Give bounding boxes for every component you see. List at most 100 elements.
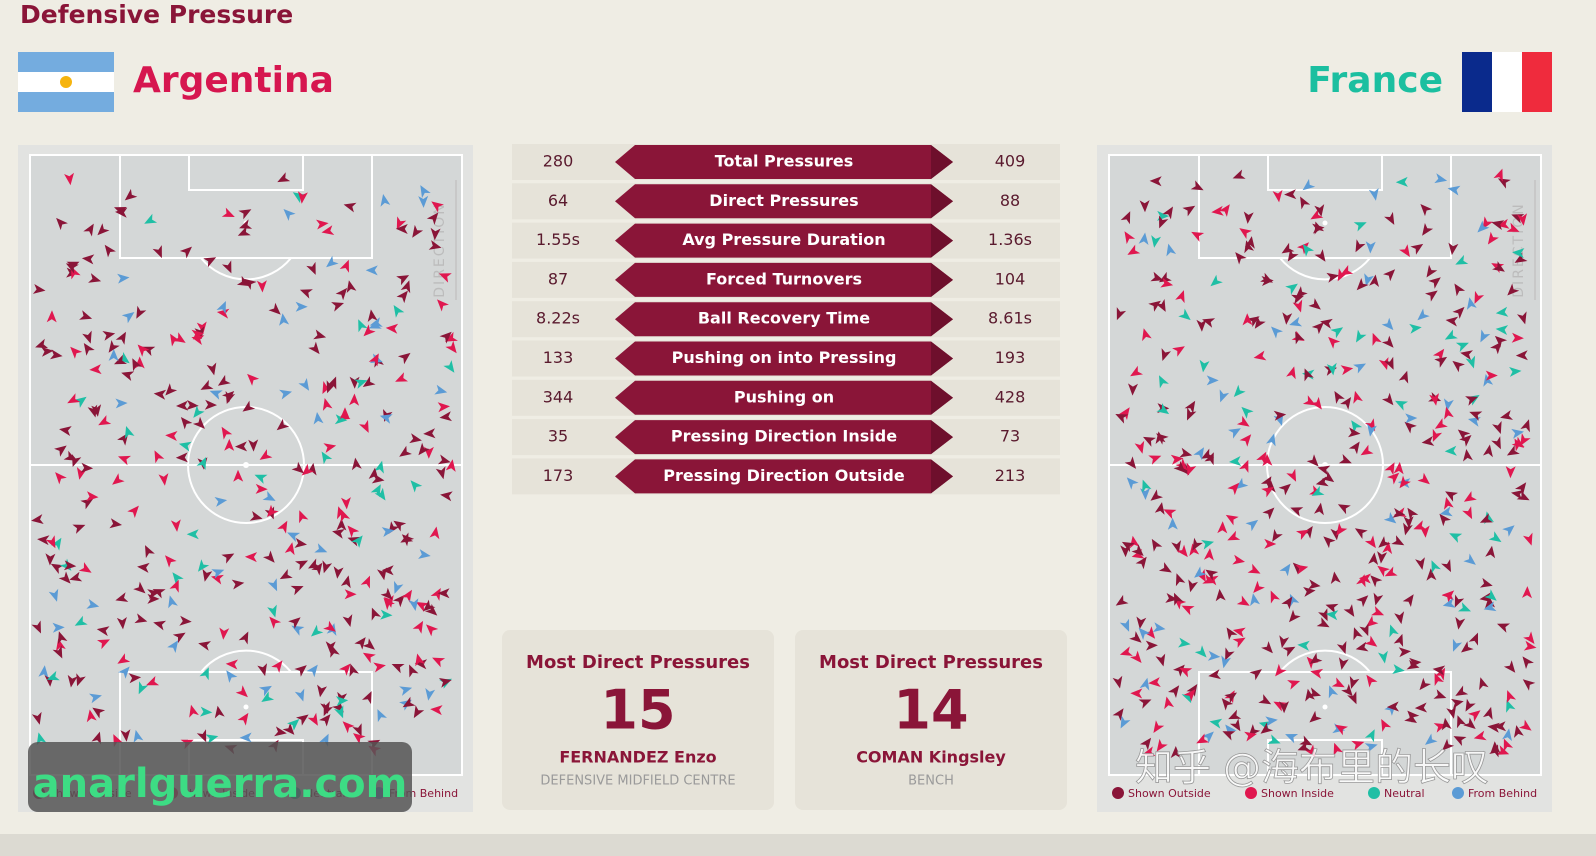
pressure-arrow	[1129, 535, 1140, 549]
pressure-arrow	[402, 696, 416, 708]
pressure-arrow	[98, 415, 112, 426]
pressure-arrow	[1428, 277, 1441, 289]
pressure-arrow	[1279, 635, 1290, 649]
pressure-arrow	[1136, 616, 1147, 629]
pressure-arrow	[1494, 335, 1508, 348]
pressure-arrow	[377, 709, 387, 723]
pressure-arrow	[1225, 647, 1235, 661]
pressure-arrow	[233, 469, 244, 482]
pressure-arrow	[326, 255, 339, 268]
pressure-arrow	[323, 620, 336, 632]
pressure-arrow	[186, 400, 199, 410]
pressure-arrow	[1426, 264, 1438, 278]
pressure-arrow	[1138, 699, 1152, 709]
pressure-arrow	[1378, 536, 1391, 548]
pressure-arrow	[1392, 507, 1406, 518]
stat-right: 104	[995, 269, 1026, 288]
pressure-arrow	[1340, 365, 1354, 376]
pressure-arrow	[1138, 232, 1149, 245]
pressure-arrow	[1310, 396, 1322, 410]
pressure-arrow	[271, 660, 283, 673]
pressure-arrow	[50, 537, 62, 551]
pressure-arrow	[237, 712, 249, 726]
pressure-arrow	[1433, 689, 1447, 699]
pressure-arrow	[1414, 702, 1428, 713]
pressure-arrow	[331, 302, 344, 312]
pressure-arrow	[1118, 407, 1130, 420]
pressure-arrow	[287, 719, 300, 731]
pressure-arrow	[1152, 622, 1166, 633]
pressure-arrow	[154, 450, 165, 464]
goal-area	[1267, 154, 1383, 191]
pressure-arrow	[1310, 209, 1324, 220]
spot	[1322, 704, 1328, 710]
pressure-arrow	[48, 588, 59, 602]
pressure-arrow	[1353, 222, 1367, 232]
pressure-arrow	[259, 685, 272, 697]
pressure-arrow	[1381, 317, 1394, 331]
pressure-arrow	[1308, 579, 1321, 590]
pressure-arrow	[1314, 204, 1325, 217]
pressure-arrow	[1299, 735, 1313, 746]
pressure-arrow	[133, 581, 146, 594]
pressure-arrow	[96, 626, 110, 637]
pressure-arrow	[132, 358, 143, 372]
pressure-arrow	[1235, 477, 1249, 490]
goal-area	[188, 154, 304, 191]
pressure-arrow	[1520, 433, 1531, 446]
pressure-arrow	[1155, 299, 1166, 312]
pressure-arrow	[277, 520, 288, 534]
pressure-arrow	[1463, 491, 1477, 502]
pressure-arrow	[255, 483, 268, 494]
pressure-arrow	[1442, 598, 1456, 608]
pressure-arrow	[169, 579, 179, 593]
pressure-arrow	[1452, 306, 1465, 319]
pressure-arrow	[191, 329, 204, 340]
pressure-arrow	[1227, 530, 1241, 541]
pressure-arrow	[1434, 356, 1448, 368]
pressure-arrow	[322, 560, 333, 574]
pressure-arrow	[1477, 220, 1490, 233]
pressure-arrow	[1158, 562, 1172, 573]
pressure-arrow	[1378, 650, 1388, 664]
card-title: Most Direct Pressures	[819, 652, 1043, 673]
pressure-arrow	[333, 566, 344, 579]
pressure-arrow	[32, 284, 46, 294]
pressure-arrow	[299, 289, 313, 299]
watermark: 知乎 @海布里的长叹	[1135, 746, 1489, 790]
pressure-arrow	[79, 310, 93, 320]
pressure-arrow	[1351, 420, 1363, 433]
pressure-arrow	[1139, 737, 1152, 751]
pressure-arrow	[394, 580, 404, 594]
pressure-arrow	[445, 340, 457, 354]
pressure-arrow	[235, 441, 248, 452]
pressure-arrow	[91, 731, 102, 745]
pressure-arrow	[1311, 485, 1325, 496]
pressure-arrow	[1159, 375, 1169, 389]
pressure-arrow	[332, 529, 345, 539]
pressure-arrow	[193, 405, 205, 418]
pressure-arrow	[1465, 396, 1478, 406]
pressure-arrow	[1377, 551, 1388, 564]
pressure-arrow	[1441, 559, 1451, 573]
pressure-arrow	[209, 390, 223, 400]
pressure-arrow	[299, 510, 309, 524]
pressure-arrow	[152, 589, 166, 599]
pressure-arrow	[1232, 637, 1246, 648]
pressure-arrow	[319, 714, 331, 727]
pressure-arrow	[1297, 741, 1311, 751]
pressure-arrow	[393, 305, 405, 318]
pressure-arrow	[238, 209, 252, 220]
penalty-arc	[1279, 649, 1371, 673]
pressure-arrow	[114, 354, 127, 365]
pressure-arrow	[263, 550, 275, 563]
pressure-arrow	[87, 404, 98, 418]
pressure-arrow	[1139, 677, 1150, 691]
pressure-arrow	[1468, 632, 1478, 646]
pressure-arrow	[1297, 242, 1309, 255]
pressure-arrow	[1487, 722, 1500, 733]
stat-label: Pushing on	[734, 387, 834, 406]
pressure-arrow	[1160, 277, 1174, 288]
pressure-arrow	[1399, 244, 1410, 257]
pressure-arrow	[1205, 569, 1219, 581]
